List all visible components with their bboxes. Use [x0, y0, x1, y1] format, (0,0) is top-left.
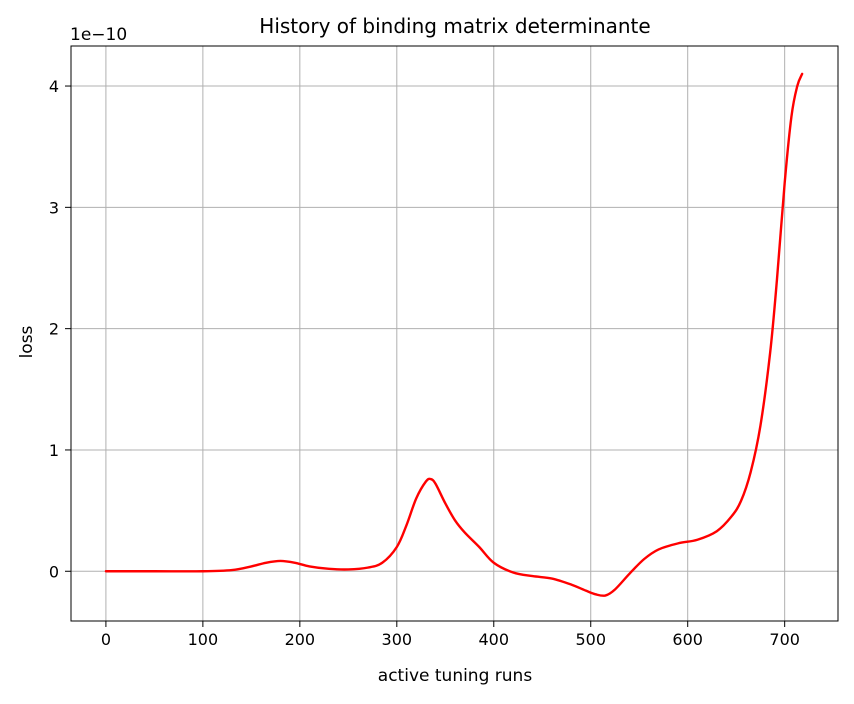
x-tick-label: 600: [672, 630, 703, 649]
axes-frame: [70, 45, 839, 622]
x-tick-label: 200: [285, 630, 316, 649]
y-offset-label: 1e−10: [70, 25, 127, 45]
x-tick-label: 100: [188, 630, 219, 649]
grid: [71, 46, 838, 621]
y-tick-label: 4: [49, 77, 59, 96]
y-tick-label: 0: [49, 562, 59, 581]
series-line: [104, 72, 804, 597]
x-tick-label: 700: [769, 630, 800, 649]
plot-area: [104, 72, 804, 597]
y-tick-label: 3: [49, 198, 59, 217]
x-tick-label: 0: [101, 630, 111, 649]
chart-title: History of binding matrix determinante: [259, 14, 650, 38]
ticks: 0 100 200 300 400 500 600 700 0 1 2 3 4: [49, 77, 800, 649]
x-tick-label: 400: [478, 630, 509, 649]
x-tick-label: 500: [575, 630, 606, 649]
y-tick-label: 2: [49, 320, 59, 339]
x-axis-label: active tuning runs: [378, 666, 533, 686]
x-tick-label: 300: [382, 630, 413, 649]
y-axis-label: loss: [17, 325, 37, 358]
y-tick-label: 1: [49, 441, 59, 460]
